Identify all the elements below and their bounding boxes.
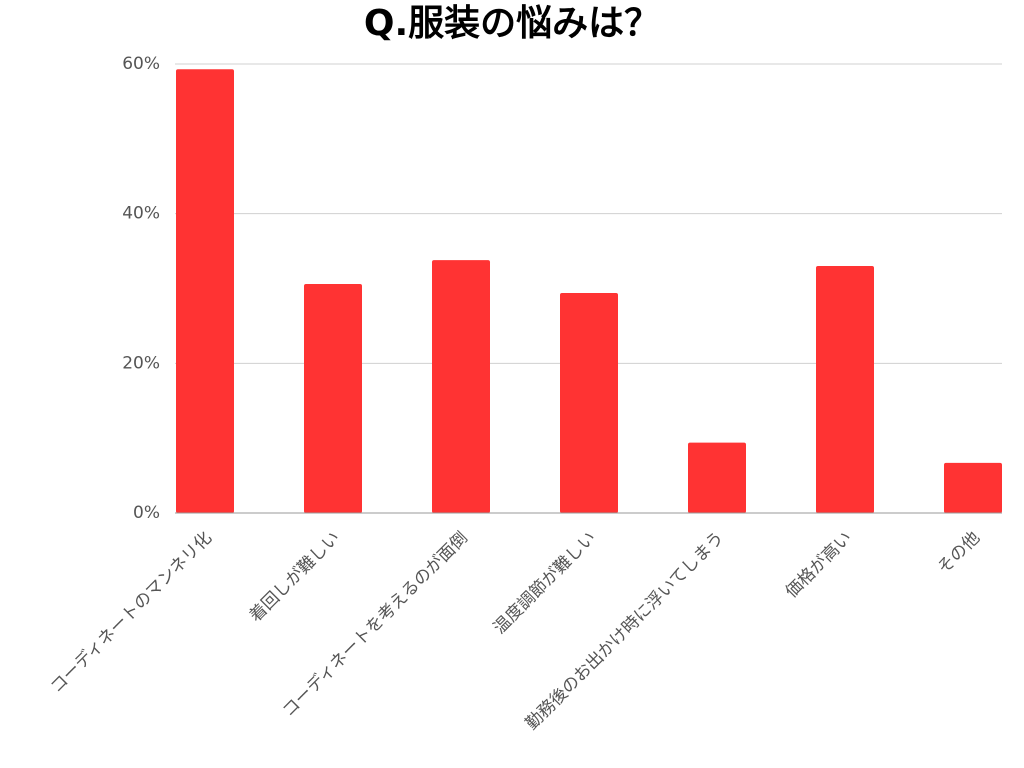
y-tick-label: 20%	[122, 353, 160, 373]
bar	[560, 292, 618, 513]
bar	[304, 284, 362, 513]
x-tick-label: 価格が高い	[782, 528, 856, 602]
bar	[176, 69, 234, 513]
x-tick-label: 温度調節が難しい	[490, 528, 600, 638]
x-tick-label: 着回しが難しい	[246, 528, 344, 626]
bar	[816, 266, 874, 513]
y-tick-label: 60%	[122, 54, 160, 74]
bar	[688, 442, 746, 513]
x-tick-label: コーディネートのマンネリ化	[46, 527, 216, 697]
chart-title: Q.服装の悩みは？	[364, 3, 660, 44]
bar	[432, 260, 490, 513]
y-tick-label: 0%	[133, 503, 160, 523]
y-tick-label: 40%	[122, 204, 160, 224]
bar	[944, 462, 1002, 513]
x-tick-label: 勤務後のお出かけ時に浮いてしまう	[522, 528, 728, 734]
x-tick-label: その他	[934, 528, 984, 578]
